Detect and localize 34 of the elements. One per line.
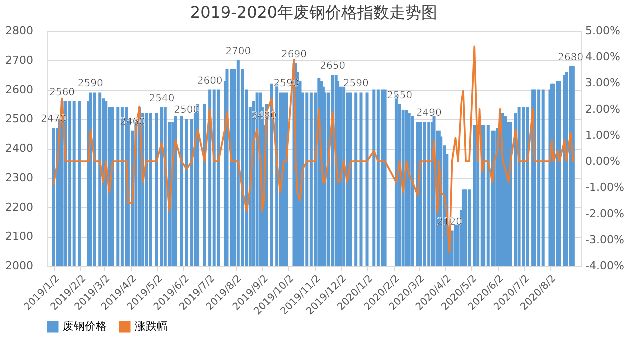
y-tick-label: 2200 [6, 200, 34, 214]
data-label: 2590 [343, 78, 369, 90]
y2-tick-label: 0.00% [586, 155, 620, 168]
y-tick-label: 2300 [6, 171, 34, 184]
y2-tick-label: 5.00% [586, 24, 620, 38]
y-tick-label: 2500 [6, 112, 34, 126]
y2-tick-label: 3.00% [586, 76, 620, 90]
data-label: 2490 [416, 108, 442, 120]
y2-tick-label: -2.00% [586, 207, 624, 220]
y-tick-label: 2100 [6, 230, 34, 244]
y-tick-label: 2400 [6, 142, 34, 155]
y2-tick-label: 1.00% [586, 128, 620, 142]
legend-label: 废钢价格 [63, 320, 107, 333]
data-label: 2560 [50, 88, 76, 98]
y-tick-label: 2600 [6, 83, 34, 96]
legend-label: 涨跌幅 [135, 320, 168, 333]
data-label: 2700 [226, 46, 252, 58]
y-tick-label: 2800 [6, 24, 34, 38]
data-label: 2590 [78, 78, 104, 90]
y-tick-label: 2700 [6, 54, 34, 67]
data-label: 2600 [197, 76, 223, 87]
y2-tick-label: -4.00% [586, 260, 624, 272]
data-label: 2690 [282, 49, 307, 60]
data-label: 2550 [387, 90, 413, 102]
y2-tick-label: -3.00% [586, 233, 624, 246]
data-label: 2540 [149, 93, 175, 104]
data-label: 2650 [320, 61, 346, 72]
chart-title: 2019-2020年废钢价格指数走势图 [190, 3, 438, 22]
y2-tick-label: -1.00% [586, 181, 624, 194]
data-label: 2680 [558, 52, 584, 64]
y2-tick-label: 2.00% [586, 102, 620, 116]
y2-tick-label: 4.00% [586, 50, 620, 64]
data-label: 2120 [437, 216, 462, 228]
y-tick-label: 2000 [6, 260, 34, 272]
